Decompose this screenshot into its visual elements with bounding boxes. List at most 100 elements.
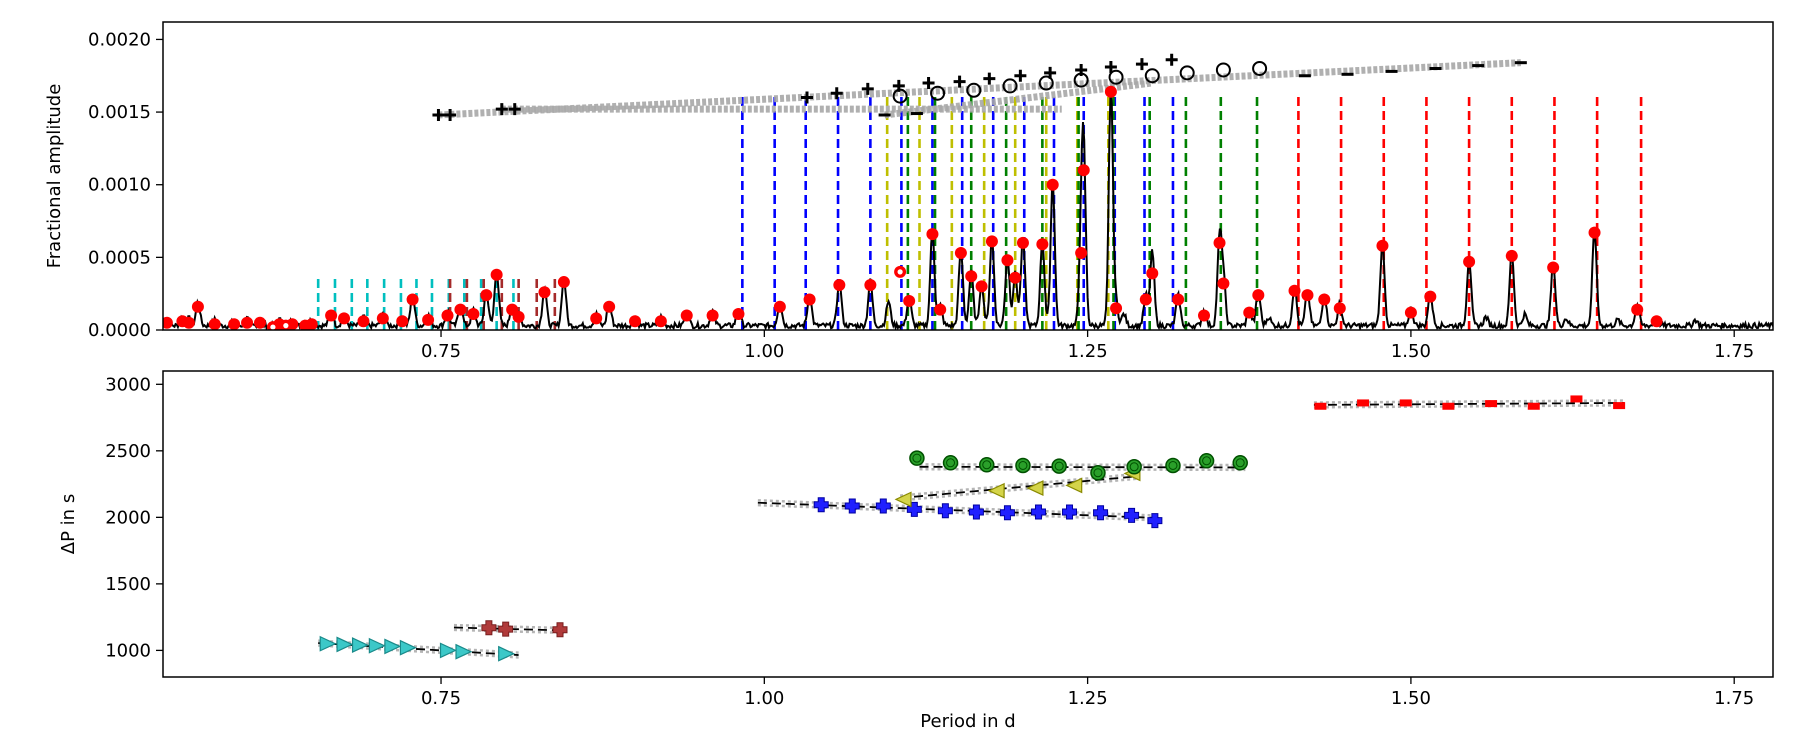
extracted-peak-marker <box>325 309 338 322</box>
extracted-peak-marker <box>1001 254 1014 267</box>
period-spacing-marker-green-ring <box>1093 468 1103 478</box>
extracted-peak-marker-open-center <box>283 323 289 329</box>
period-spacing-marker-yellow <box>1065 477 1083 494</box>
period-spacing-marker-cyan <box>368 637 386 654</box>
bottom-x-tick-label: 1.50 <box>1391 688 1431 709</box>
period-spacing-marker-red <box>1357 399 1370 407</box>
extracted-peak-marker <box>732 308 745 321</box>
amplitude-spectrum-line <box>163 90 1773 330</box>
extracted-peak-marker <box>228 318 241 330</box>
extracted-peak-marker <box>441 309 454 322</box>
period-spacing-marker-yellow <box>1026 480 1044 497</box>
template-circle-marker <box>1215 62 1231 78</box>
period-spacing-marker-brown <box>498 621 514 637</box>
template-plus-marker <box>432 108 445 121</box>
template-plus-marker <box>830 87 843 100</box>
template-plus-marker <box>1135 58 1148 71</box>
extracted-peak-marker <box>538 286 551 299</box>
extracted-peak-marker <box>773 300 786 313</box>
period-spacing-marker-blue <box>999 505 1015 521</box>
template-circle-marker <box>966 82 982 98</box>
template-plus-marker <box>1104 61 1117 74</box>
extracted-peak-marker <box>590 312 603 325</box>
period-spacing-marker-cyan <box>439 642 457 659</box>
fit-line-yellow <box>900 475 1140 499</box>
top-x-tick-label: 1.50 <box>1391 341 1431 362</box>
period-spacing-marker-blue <box>1093 505 1109 521</box>
extracted-peak-marker <box>1016 236 1029 249</box>
template-plus-marker <box>1165 53 1178 66</box>
bottom-x-axis: 0.75 1.00 1.25 1.50 1.75 <box>421 677 1754 709</box>
extracted-peak-marker <box>1505 249 1518 262</box>
period-spacing-marker-green <box>1198 453 1215 469</box>
x-axis-label: Period in d <box>920 711 1015 732</box>
extracted-peak-marker <box>163 316 173 329</box>
top-y-axis-label: Fractional amplitude <box>44 84 65 269</box>
extracted-peak-marker <box>253 316 266 329</box>
period-spacing-marker-green <box>979 457 995 473</box>
bottom-y-axis-label: ΔP in s <box>58 494 79 554</box>
extracted-peak-marker <box>396 315 409 328</box>
template-circle-marker <box>1252 60 1268 76</box>
template-circle-marker <box>1073 72 1089 88</box>
extracted-peak-marker <box>934 303 947 316</box>
extracted-peak-marker <box>1036 238 1049 251</box>
extracted-peak-marker <box>490 268 503 281</box>
extracted-peak-marker <box>1110 302 1123 315</box>
extracted-peak-marker <box>1252 289 1265 302</box>
extracted-peak-marker <box>208 318 221 330</box>
extracted-peak-marker <box>1376 239 1389 252</box>
top-y-axis: 0.0000 0.0005 0.0010 0.0015 0.0020 <box>88 29 163 341</box>
template-plus-marker <box>495 103 508 116</box>
bottom-x-tick-label: 1.25 <box>1068 688 1108 709</box>
top-y-tick-label: 0.0010 <box>88 175 151 196</box>
extracted-peak-marker <box>903 294 916 307</box>
period-spacing-marker-green <box>1165 457 1181 474</box>
period-spacing-marker-red <box>1527 402 1540 410</box>
top-x-tick-label: 1.25 <box>1068 341 1108 362</box>
template-plus-marker <box>922 77 935 90</box>
period-spacing-marker-red <box>1613 402 1626 410</box>
extracted-peak-marker <box>833 278 846 291</box>
extracted-peak-marker <box>1146 267 1159 280</box>
template-plus-marker <box>444 108 457 121</box>
extracted-peak-marker <box>1009 271 1022 284</box>
period-spacing-marker-green-ring <box>1054 461 1064 471</box>
period-spacing-marker-red <box>1399 399 1412 407</box>
extracted-peak-marker <box>680 309 693 322</box>
period-spacing-marker-blue <box>1030 504 1046 520</box>
extracted-peak-marker <box>406 293 419 306</box>
extracted-peak-marker <box>1217 277 1230 290</box>
period-spacing-marker-green <box>942 455 959 471</box>
period-spacing-marker-blue <box>1124 507 1140 523</box>
extracted-peak-marker <box>1301 289 1314 302</box>
period-spacing-marker-blue <box>844 498 860 514</box>
extracted-peak-marker <box>1213 236 1226 249</box>
extracted-peak-marker <box>803 293 816 306</box>
period-spacing-marker-brown <box>552 622 568 638</box>
template-circle-marker <box>1038 75 1054 91</box>
period-spacing-marker-green-ring <box>982 460 992 470</box>
model-band-green <box>919 467 1246 472</box>
template-circle-marker <box>1144 68 1160 84</box>
extracted-peak-marker <box>1318 293 1331 306</box>
bottom-y-axis: 1000 1500 2000 2500 3000 <box>105 374 163 661</box>
extracted-peak-marker <box>1463 255 1476 268</box>
period-spacing-marker-green <box>1051 458 1067 474</box>
period-spacing-marker-yellow <box>894 491 912 508</box>
extracted-peak-marker <box>182 316 195 329</box>
template-circle-marker <box>1179 65 1195 81</box>
period-spacing-marker-green <box>1090 465 1106 481</box>
period-spacing-marker-green-ring <box>1235 458 1245 468</box>
bottom-x-tick-label: 1.00 <box>744 688 784 709</box>
period-spacing-marker-cyan <box>319 635 337 652</box>
period-spacing-marker-green-ring <box>1168 460 1178 470</box>
extracted-peak-marker <box>1588 226 1601 239</box>
extracted-peak-marker <box>1333 302 1346 315</box>
period-spacing-marker-blue <box>875 498 891 514</box>
extracted-peak-marker <box>1547 261 1560 274</box>
period-spacing-marker-blue <box>1147 513 1163 529</box>
period-spacing-marker-cyan <box>399 639 417 656</box>
bottom-x-tick-label: 1.75 <box>1714 688 1754 709</box>
